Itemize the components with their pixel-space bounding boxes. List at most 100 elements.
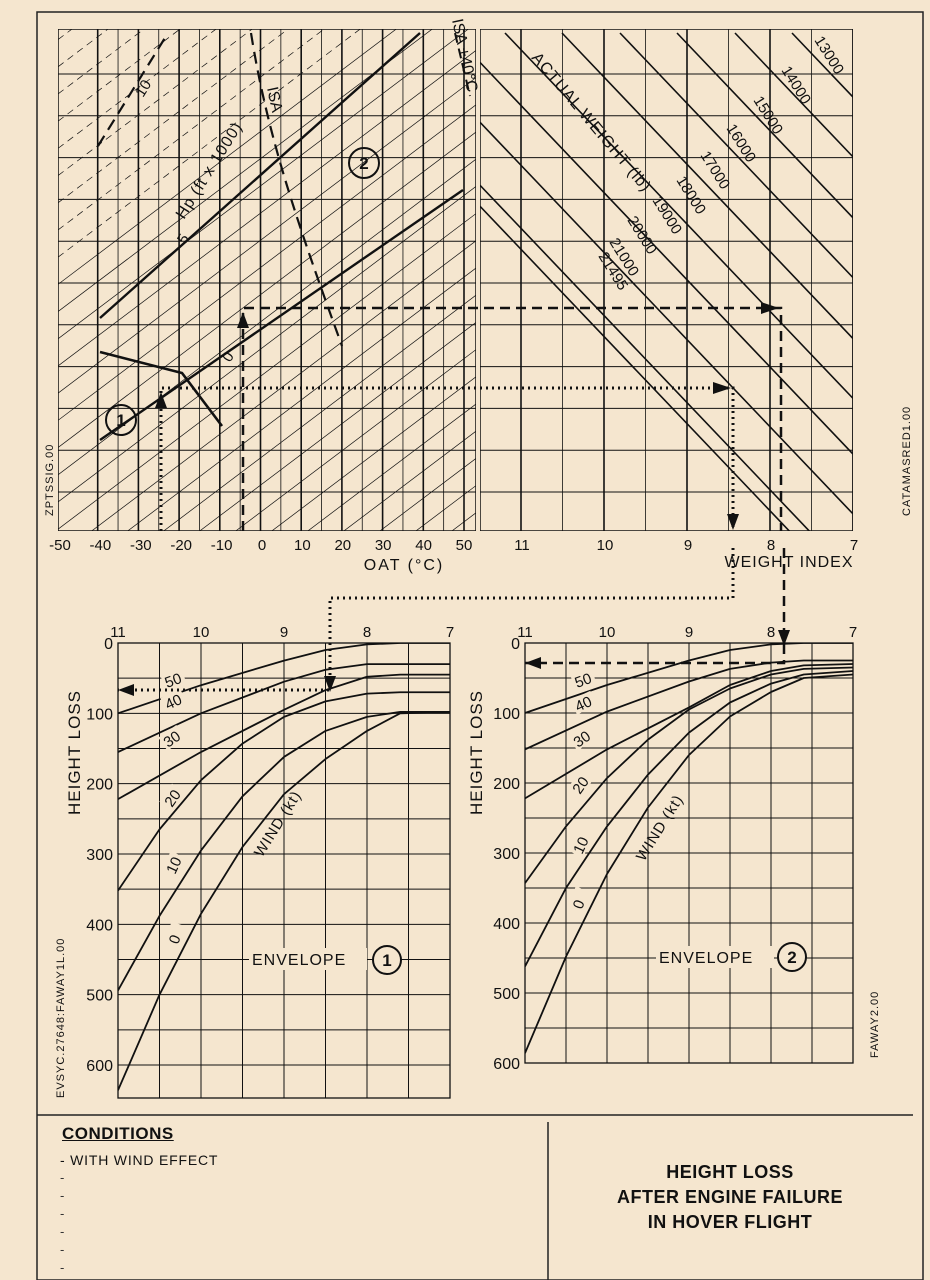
oat-tick-label: -20 xyxy=(170,537,192,554)
envelope-limit-line xyxy=(99,350,224,427)
footer-title-line2: AFTER ENGINE FAILURE xyxy=(616,1187,843,1207)
env2-title-bg xyxy=(656,946,774,968)
oat-tick-label: 50 xyxy=(456,537,473,554)
wind-label-50: 50 xyxy=(573,670,594,692)
env-y-tick-label: 100 xyxy=(86,706,113,723)
weight-line-17000 xyxy=(561,32,853,340)
chart-footer-title: HEIGHT LOSS AFTER ENGINE FAILURE IN HOVE… xyxy=(560,1160,900,1235)
wind-label-30: 30 xyxy=(571,728,594,751)
env-x-tick-label: 7 xyxy=(849,624,857,641)
env2-inner xyxy=(525,643,853,1063)
footer-title-line3: IN HOVER FLIGHT xyxy=(647,1212,813,1232)
oat-grid xyxy=(58,29,476,856)
oat-panel xyxy=(58,29,476,856)
hp-minor-line xyxy=(58,213,476,530)
env-y-tick-label: 500 xyxy=(86,988,113,1005)
env-x-tick-label: 11 xyxy=(110,624,126,641)
wind-curve-40 xyxy=(118,663,450,753)
env-x-tick-label: 10 xyxy=(193,624,210,641)
conditions-blank-1: - xyxy=(60,1170,65,1185)
hp-5-line xyxy=(99,32,421,319)
weight-grid xyxy=(480,29,853,531)
oat-axis-label: OAT (°C) xyxy=(364,557,444,574)
env-y-tick-label: 0 xyxy=(104,636,113,653)
env-y-tick-label: 300 xyxy=(493,846,520,863)
wind-curve-20 xyxy=(118,691,450,892)
oat-tick-label: 0 xyxy=(258,537,266,554)
env1-ylabel: HEIGHT LOSS xyxy=(65,690,84,815)
weight-index-tick-label: 9 xyxy=(684,537,692,554)
oat-tick-label: -10 xyxy=(211,537,233,554)
hp-minor-line xyxy=(58,29,73,40)
hp-minor-line xyxy=(58,104,476,421)
env2-title-marker-text: 2 xyxy=(787,948,796,967)
isa-label: ISA xyxy=(263,85,285,114)
hp-minor-line xyxy=(58,29,217,149)
weight-line-18000 xyxy=(504,32,853,400)
env-y-tick-label: 0 xyxy=(511,636,520,653)
oat-tick-label: -40 xyxy=(90,537,112,554)
wind-label-bg xyxy=(570,668,597,691)
arrow-right-2 xyxy=(761,302,779,314)
hp-minor-line xyxy=(58,29,145,95)
weight-line-19000 xyxy=(480,61,853,456)
conditions-blank-5: - xyxy=(60,1242,65,1257)
envelope-1-marker xyxy=(105,404,137,436)
wind-label-40: 40 xyxy=(573,693,595,715)
wind-curve-50 xyxy=(525,643,853,714)
arrow-right-1 xyxy=(713,382,731,394)
hp-minor-line xyxy=(58,29,289,204)
env1-title-marker-text: 1 xyxy=(382,951,391,970)
env-y-tick-label: 300 xyxy=(86,847,113,864)
side-label-oat: ZPTSSIG.00 xyxy=(44,444,56,516)
weight-index-label: WEIGHT INDEX xyxy=(724,554,853,571)
envelope-1-marker-text: 1 xyxy=(116,411,125,430)
hp-minor-line xyxy=(58,29,253,176)
hp-minor-line xyxy=(163,294,476,531)
hp-10-line xyxy=(97,32,169,147)
weight-line-21000 xyxy=(480,184,811,531)
arrow-down-2 xyxy=(324,676,336,692)
env2-title-marker xyxy=(777,942,807,972)
hp-minor-line xyxy=(58,131,476,448)
envelope-2-marker xyxy=(348,147,380,179)
env-y-tick-label: 200 xyxy=(493,776,520,793)
hp-minor-line xyxy=(307,403,476,531)
wind-label-20: 20 xyxy=(161,787,184,810)
wind-label-bg xyxy=(164,921,187,948)
wind-label-30: 30 xyxy=(161,728,184,751)
hp-minor-line xyxy=(379,458,476,531)
actual-weight-label: ACTUAL WEIGHT (lb) xyxy=(528,50,654,196)
example-dotted-path xyxy=(159,386,735,531)
wind-curve-40 xyxy=(525,659,853,751)
footer-title-line1: HEIGHT LOSS xyxy=(666,1162,794,1182)
env-y-tick-label: 500 xyxy=(493,986,520,1003)
weight-label-13000: 13000 xyxy=(811,33,848,77)
hp-minor-line xyxy=(58,29,433,312)
env1-wind-label: WIND (kt) xyxy=(251,788,305,860)
isa-line xyxy=(249,32,344,347)
wind-label-bg xyxy=(568,725,596,751)
wind-curve-10 xyxy=(525,670,853,967)
wind-label-bg xyxy=(567,770,594,798)
env-y-tick-label: 100 xyxy=(493,706,520,723)
env1-inner xyxy=(118,643,450,1098)
wind-label-bg xyxy=(161,850,186,878)
hp-minor-line xyxy=(58,29,325,231)
env2-ylabel: HEIGHT LOSS xyxy=(467,690,486,815)
env-x-tick-label: 8 xyxy=(363,624,371,641)
hp-minor-line xyxy=(235,349,476,531)
hp-minor-line xyxy=(58,29,109,68)
conditions-blank-6: - xyxy=(60,1260,65,1275)
env-y-tick-label: 600 xyxy=(493,1056,520,1073)
example-dashed-path xyxy=(241,306,783,531)
hp-minor-line xyxy=(58,540,476,856)
wind-curve-0 xyxy=(118,711,450,1091)
conditions-blank-4: - xyxy=(60,1224,65,1239)
wind-curve-50 xyxy=(118,643,450,715)
weight-line-15000 xyxy=(676,32,853,219)
example-dashed-path-lower xyxy=(525,548,786,665)
hp-minor-line xyxy=(58,77,476,394)
